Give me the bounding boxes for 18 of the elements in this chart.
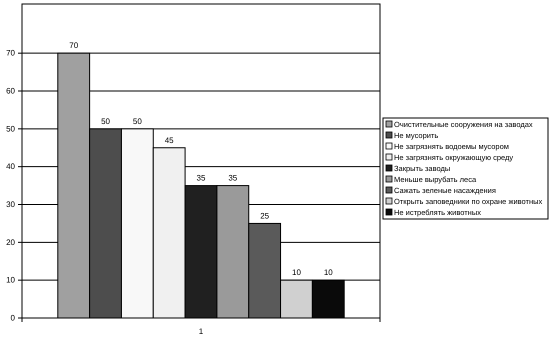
data-label: 10 [292,268,302,278]
data-label: 10 [324,268,334,278]
data-label: 50 [132,116,142,126]
y-tick-label: 30 [6,200,16,210]
data-label: 25 [260,211,270,220]
y-tick-label: 60 [6,86,16,96]
y-tick-label: 20 [6,238,16,247]
x-tick-label: 1 [198,326,204,336]
y-tick-label: 70 [6,48,16,58]
data-label: 45 [164,136,174,145]
data-label: 70 [69,41,79,50]
y-tick-label: 0 [10,314,16,323]
y-tick-label: 40 [6,162,16,172]
y-tick-label: 50 [6,124,16,134]
y-tick-label: 10 [6,276,16,285]
data-label: 50 [101,116,111,126]
data-label: 35 [228,174,238,183]
data-label: 35 [196,174,206,183]
